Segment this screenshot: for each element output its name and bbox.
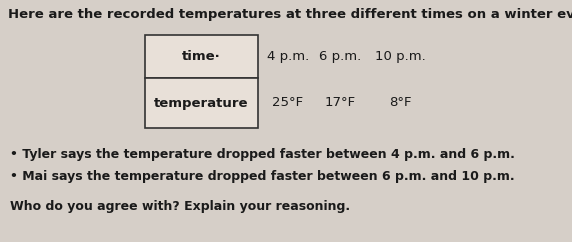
Text: 6 p.m.: 6 p.m. — [319, 50, 361, 63]
Text: • Mai says the temperature dropped faster between 6 p.m. and 10 p.m.: • Mai says the temperature dropped faste… — [10, 170, 515, 183]
Text: Who do you agree with? Explain your reasoning.: Who do you agree with? Explain your reas… — [10, 200, 350, 213]
Text: time·: time· — [182, 50, 221, 63]
Text: Here are the recorded temperatures at three different times on a winter evening.: Here are the recorded temperatures at th… — [8, 8, 572, 21]
Text: • Tyler says the temperature dropped faster between 4 p.m. and 6 p.m.: • Tyler says the temperature dropped fas… — [10, 148, 515, 161]
Text: 4 p.m.: 4 p.m. — [267, 50, 309, 63]
Bar — [145, 35, 258, 78]
Text: 25°F: 25°F — [272, 97, 304, 109]
Text: 10 p.m.: 10 p.m. — [375, 50, 426, 63]
Text: temperature: temperature — [154, 97, 249, 109]
Text: 8°F: 8°F — [389, 97, 411, 109]
Text: 17°F: 17°F — [324, 97, 356, 109]
Bar — [145, 78, 258, 128]
